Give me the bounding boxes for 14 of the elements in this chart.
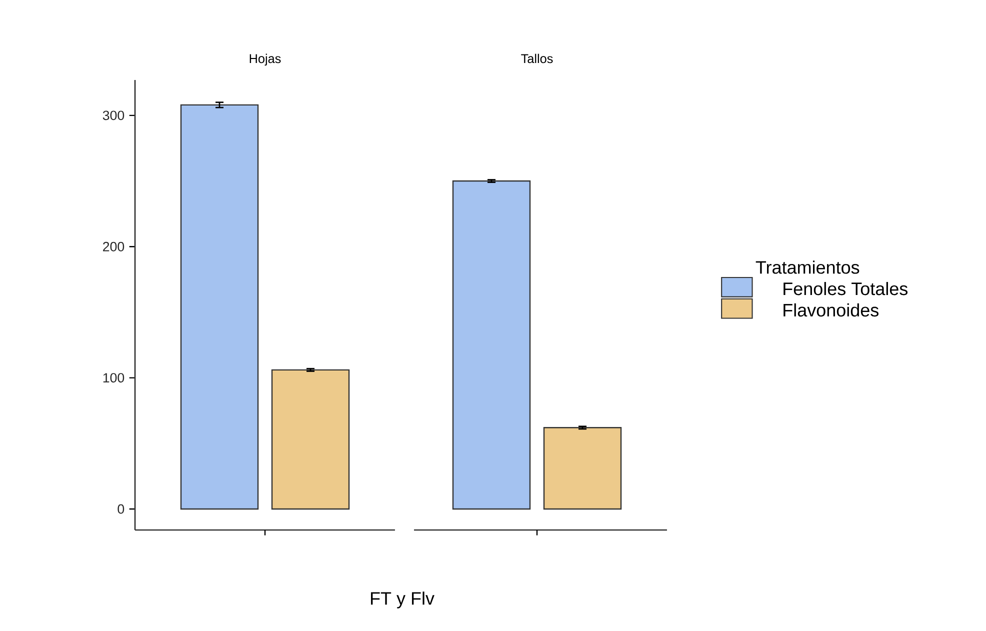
legend-title: Tratamientos bbox=[756, 260, 860, 274]
y-tick-label: 100 bbox=[103, 373, 124, 383]
y-tick-label: 300 bbox=[102, 110, 124, 120]
x-tick-label: Hojas bbox=[250, 54, 281, 66]
bar bbox=[271, 369, 350, 510]
bar bbox=[452, 180, 531, 510]
legend-label: Fenoles Totales bbox=[784, 282, 908, 296]
y-tick-label: 0 bbox=[118, 504, 124, 514]
bar bbox=[543, 427, 622, 510]
bar bbox=[180, 104, 259, 510]
y-tick-label: 200 bbox=[103, 242, 124, 252]
x-axis-title: FT y Flv bbox=[370, 592, 434, 608]
legend-label: Flavonoides bbox=[784, 303, 878, 317]
x-tick-label: Tallos bbox=[521, 54, 553, 64]
